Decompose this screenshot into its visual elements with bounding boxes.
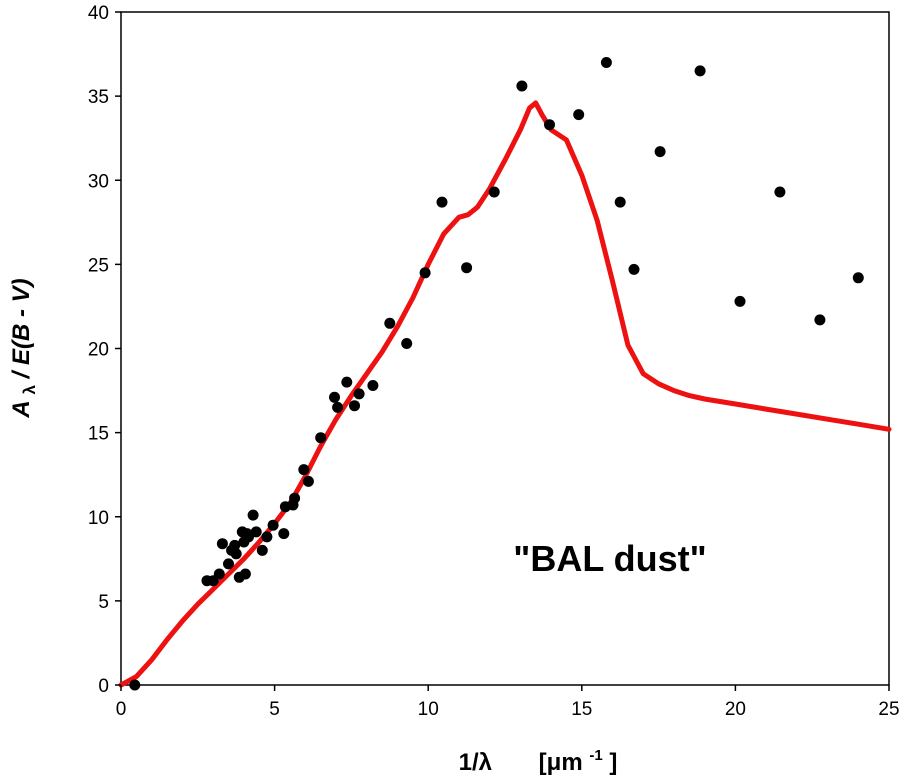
model-curve [118,100,892,688]
data-point [298,464,310,476]
x-tick-label: 25 [878,699,899,720]
data-point [628,263,640,275]
data-point [694,65,706,77]
data-point [654,146,666,158]
data-point [353,388,365,400]
x-tick-label: 10 [418,699,439,720]
data-point [614,196,626,208]
data-point [852,272,864,284]
data-point [461,262,473,274]
data-point [573,109,585,121]
x-tick-label: 5 [269,699,280,720]
x-tick-labels: 0 5 10 15 20 25 [116,685,900,720]
y-axis-title: A λ / E(B - V) [8,278,41,418]
x-axis-title-unit-close: ] [609,749,617,776]
data-point [774,186,786,198]
data-point [289,492,301,504]
y-tick-label: 0 [98,676,109,697]
data-point [734,295,746,307]
data-point [600,57,612,68]
data-point [367,380,379,391]
data-point [329,391,340,403]
x-axis-title-unit-exponent: -1 [589,747,602,764]
data-point [230,548,242,560]
x-axis-title-unit: [μm [539,749,583,776]
data-point [332,401,344,413]
plot-frame [120,11,890,686]
x-axis-title: 1/λ [μm -1 ] [459,739,618,776]
y-tick-label: 10 [88,508,109,529]
data-point [302,475,314,487]
data-point [213,568,225,580]
y-tick-label: 15 [88,424,109,445]
data-point [419,267,431,279]
data-point [229,539,241,551]
y-tick-label: 5 [98,592,109,613]
y-tick-label: 30 [88,171,109,192]
data-point [341,376,353,388]
data-point [261,531,273,543]
data-point [814,314,826,326]
data-point [384,317,396,329]
y-tick-labels: 0 5 10 15 20 25 30 35 40 [88,3,121,697]
data-point [349,400,360,412]
data-point [247,509,259,521]
data-point [401,338,413,349]
data-point [278,528,290,540]
data-point [267,519,279,531]
y-axis-title-subscript: λ [20,385,39,395]
data-point [256,544,268,556]
x-axis-title-main: 1/λ [459,749,492,776]
annotation-label: "BAL dust" [513,538,706,579]
data-point [216,538,228,550]
x-tick-label: 0 [116,699,127,720]
data-point [129,679,141,691]
data-point [488,186,500,198]
data-point [516,80,528,92]
y-tick-label: 25 [88,255,109,276]
y-tick-label: 35 [88,87,109,108]
data-point [436,196,448,208]
y-tick-label: 20 [88,340,109,361]
data-point [223,558,234,570]
data-point [239,568,251,580]
data-point [250,526,262,538]
y-axis-title-a: A [8,401,35,418]
x-tick-label: 15 [571,699,592,720]
data-point [315,432,327,444]
data-point [544,119,555,131]
y-axis-title-rest: / E(B - V) [8,278,35,379]
plot-area [118,11,892,691]
x-tick-label: 20 [725,699,746,720]
y-tick-label: 40 [88,3,109,24]
